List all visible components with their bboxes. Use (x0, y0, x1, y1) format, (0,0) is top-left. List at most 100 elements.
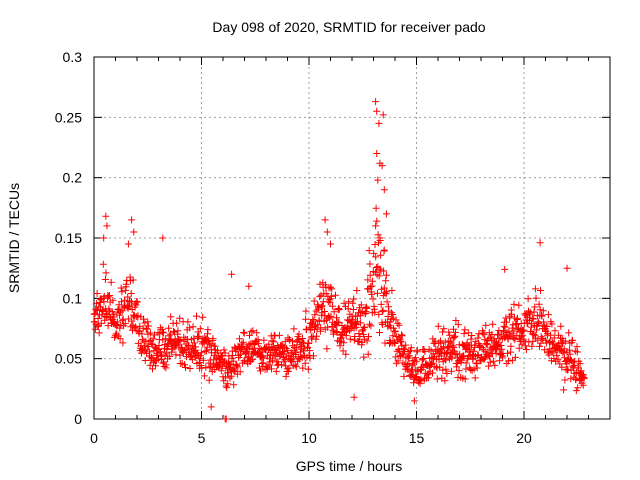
data-point (372, 264, 380, 271)
data-point (496, 357, 504, 365)
data-point (224, 380, 232, 388)
data-point (501, 334, 509, 342)
data-point (243, 344, 251, 352)
data-point (346, 327, 354, 335)
data-point (149, 365, 156, 373)
data-point (537, 287, 544, 294)
data-point (258, 360, 266, 367)
data-point (363, 337, 371, 345)
data-point (521, 342, 529, 350)
data-point (304, 365, 312, 373)
data-point (158, 352, 166, 360)
data-point (139, 336, 146, 344)
data-point (327, 240, 334, 248)
data-point (254, 340, 262, 348)
data-point (372, 98, 380, 106)
data-point (97, 319, 105, 327)
data-point (412, 358, 420, 366)
data-point (440, 325, 448, 333)
data-point (528, 342, 536, 350)
data-point (507, 348, 515, 356)
data-point (94, 323, 102, 331)
data-point (479, 346, 487, 354)
data-point (159, 234, 167, 242)
data-point (395, 321, 403, 329)
data-point (501, 323, 509, 331)
data-point (465, 353, 473, 361)
data-point (176, 314, 184, 322)
data-point (127, 290, 135, 297)
data-point (391, 327, 399, 335)
data-point (520, 336, 528, 344)
data-point (311, 311, 319, 319)
data-point (497, 342, 505, 349)
data-point (118, 298, 125, 306)
data-point (364, 276, 372, 284)
data-point (217, 367, 225, 375)
data-point (359, 330, 367, 338)
data-point (205, 359, 213, 367)
y-tick-label: 0.15 (55, 230, 82, 246)
data-point (498, 345, 506, 353)
data-point (558, 363, 566, 371)
data-point (174, 327, 182, 335)
data-points (90, 98, 588, 423)
data-point (130, 228, 138, 236)
data-point (391, 328, 399, 336)
data-point (376, 234, 384, 242)
data-point (407, 347, 414, 355)
data-point (467, 366, 475, 374)
data-point (291, 361, 299, 369)
data-point (204, 326, 212, 334)
data-point (520, 326, 528, 334)
data-point (170, 327, 177, 335)
data-point (565, 346, 573, 354)
data-point (579, 381, 587, 389)
data-point (508, 324, 516, 332)
data-point (217, 355, 225, 363)
data-point (420, 355, 428, 362)
data-point (256, 364, 263, 372)
data-point (567, 375, 575, 383)
data-point (340, 299, 348, 307)
data-point (284, 367, 292, 375)
data-point (505, 357, 512, 365)
data-point (327, 312, 335, 320)
data-point (392, 316, 400, 324)
data-point (536, 239, 544, 247)
data-point (119, 339, 127, 347)
data-point (376, 329, 383, 336)
data-point (503, 318, 510, 326)
data-point (455, 367, 463, 375)
data-point (323, 228, 331, 236)
data-point (270, 338, 278, 346)
data-point (116, 335, 124, 343)
data-point (433, 375, 441, 383)
data-point (560, 345, 568, 353)
data-point (155, 342, 163, 349)
data-point (234, 363, 242, 371)
data-point (402, 341, 410, 349)
data-point (392, 353, 400, 361)
x-tick-label: 20 (516, 430, 532, 446)
data-point (421, 348, 429, 356)
data-point (196, 325, 204, 333)
data-point (152, 362, 160, 370)
data-point (559, 349, 567, 357)
data-point (302, 315, 310, 323)
data-point (129, 276, 137, 284)
axis-ticks (93, 56, 610, 420)
data-point (390, 324, 398, 332)
data-point (380, 186, 388, 194)
data-point (235, 354, 243, 361)
data-point (528, 314, 536, 322)
data-point (357, 301, 365, 309)
y-axis-tick-labels: 0 0.05 0.1 0.15 0.2 0.25 0.3 (55, 49, 82, 427)
data-point (383, 288, 391, 296)
data-point (159, 328, 166, 336)
data-point (247, 328, 255, 336)
data-point (563, 264, 571, 272)
data-point (416, 380, 424, 388)
data-point (531, 303, 539, 311)
data-point (377, 300, 385, 308)
